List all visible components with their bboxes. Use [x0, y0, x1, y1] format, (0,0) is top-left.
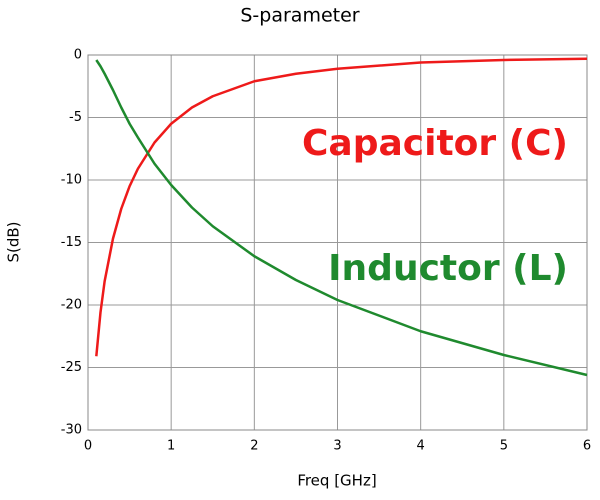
x-tick-label: 2 [250, 439, 258, 454]
chart-title: S-parameter [240, 5, 359, 27]
y-tick-label: -10 [61, 173, 82, 188]
y-tick-label: -30 [61, 423, 82, 438]
series-line [95, 59, 588, 377]
series-label: Inductor (L) [328, 248, 568, 289]
x-tick-label: 5 [500, 439, 508, 454]
y-tick-label: -5 [69, 110, 82, 125]
y-tick-label: -20 [61, 298, 82, 313]
y-tick-label: -25 [61, 360, 82, 375]
series-line [95, 57, 588, 357]
x-tick-label: 4 [417, 439, 425, 454]
y-tick-label: -15 [61, 235, 82, 250]
y-tick-label: 0 [74, 48, 82, 63]
x-tick-label: 6 [583, 439, 591, 454]
series-label: Capacitor (C) [302, 123, 568, 164]
x-axis-label: Freq [GHz] [297, 472, 376, 490]
x-tick-label: 0 [84, 439, 92, 454]
x-tick-label: 3 [333, 439, 341, 454]
plot-frame [87, 54, 588, 431]
x-tick-label: 1 [167, 439, 175, 454]
y-axis-label: S(dB) [5, 221, 23, 262]
